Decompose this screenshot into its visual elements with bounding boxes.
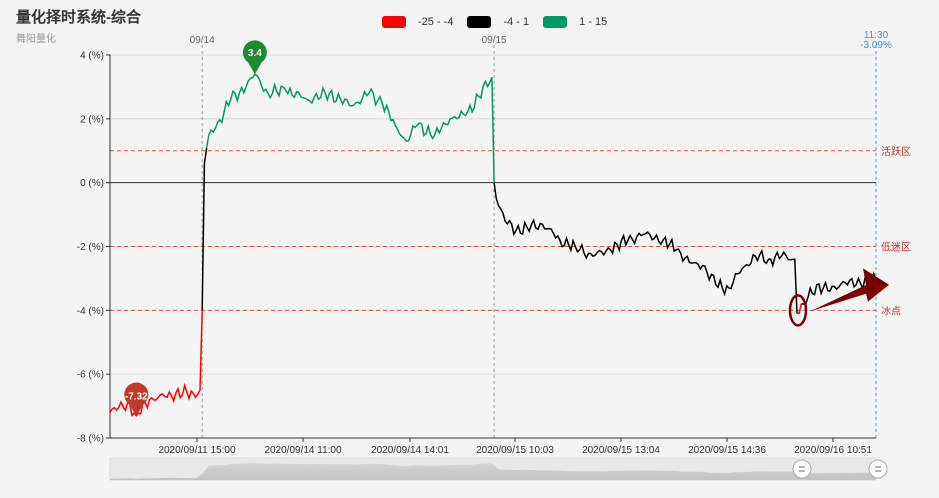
- legend-label-black: -4 - 1: [503, 16, 530, 28]
- x-tick-label: 2020/09/15 10:03: [476, 445, 554, 456]
- series-black-segment: [201, 147, 208, 311]
- series-black-segment: [801, 271, 877, 305]
- y-tick-label: -4 (%): [77, 306, 104, 317]
- day-label: 09/15: [482, 35, 507, 46]
- series-red-segment: [109, 310, 203, 418]
- legend-item-red[interactable]: -25 - -4: [382, 16, 453, 28]
- trend-arrow: [809, 268, 889, 312]
- datazoom-handle-left[interactable]: [792, 459, 812, 479]
- max-marker-label: 3.4: [248, 48, 262, 59]
- min-marker-label: -7.32: [125, 391, 148, 402]
- series-black-segment: [493, 182, 798, 314]
- datazoom-handle-right[interactable]: [868, 459, 888, 479]
- zone-label: 低迷区: [881, 241, 911, 254]
- x-tick-label: 2020/09/15 14:36: [688, 445, 766, 456]
- legend-label-red: -25 - -4: [418, 16, 454, 28]
- chart-legend: -25 - -4 -4 - 1 1 - 15: [382, 16, 621, 28]
- legend-item-black[interactable]: -4 - 1: [467, 16, 529, 28]
- x-tick-label: 2020/09/16 10:51: [794, 445, 872, 456]
- y-tick-label: 0 (%): [80, 178, 104, 189]
- page-title: 量化择时系统-综合: [16, 9, 141, 26]
- legend-swatch-red: [382, 16, 406, 28]
- zone-label: 冰点: [881, 304, 901, 317]
- page-subtitle: 舞阳量化: [16, 34, 56, 45]
- x-tick-label: 2020/09/15 13:04: [582, 445, 660, 456]
- x-tick-label: 2020/09/11 15:00: [158, 445, 236, 456]
- current-time-label: 11:30: [864, 30, 889, 41]
- max-marker-pin: [242, 40, 267, 75]
- x-tick-label: 2020/09/14 14:01: [371, 445, 449, 456]
- day-label: 09/14: [190, 35, 215, 46]
- y-tick-label: 4 (%): [80, 51, 104, 62]
- y-tick-label: -6 (%): [77, 370, 104, 381]
- zone-label: 活跃区: [881, 146, 911, 158]
- series-green-segment: [205, 73, 495, 183]
- y-tick-label: -8 (%): [77, 434, 104, 445]
- legend-swatch-black: [467, 16, 492, 28]
- legend-item-green[interactable]: 1 - 15: [543, 16, 607, 28]
- y-tick-label: -2 (%): [77, 242, 104, 253]
- current-value-label: -3.09%: [860, 40, 892, 51]
- series-red-segment: [796, 303, 803, 315]
- annotation-circle: [788, 294, 808, 327]
- datazoom-preview: [110, 462, 876, 480]
- min-marker-pin: [124, 382, 149, 417]
- legend-swatch-green: [543, 16, 568, 28]
- x-tick-label: 2020/09/14 11:00: [264, 445, 342, 456]
- y-tick-label: 2 (%): [80, 114, 104, 125]
- legend-label-green: 1 - 15: [579, 16, 608, 28]
